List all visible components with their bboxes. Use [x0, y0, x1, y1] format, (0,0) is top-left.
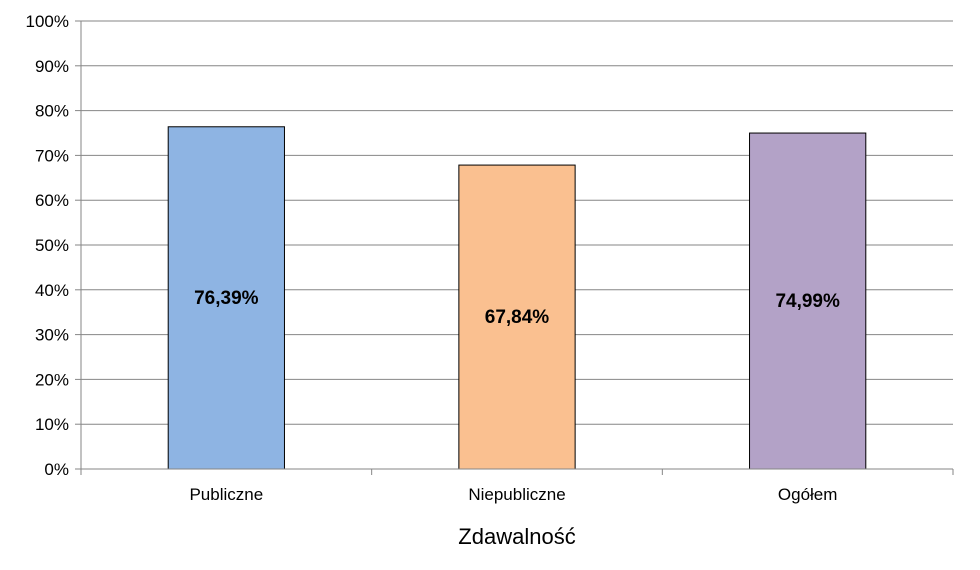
- bar: [458, 164, 576, 470]
- x-axis-title: Zdawalność: [458, 524, 575, 549]
- y-tick-label: 40%: [35, 281, 69, 300]
- bars: [167, 126, 867, 470]
- y-tick-label: 30%: [35, 326, 69, 345]
- y-tick-label: 0%: [44, 460, 69, 479]
- bar-value-label: 74,99%: [775, 291, 840, 312]
- x-category-label: Publiczne: [189, 485, 263, 504]
- bar-value-label: 67,84%: [485, 307, 550, 328]
- data-labels: 76,39% 67,84% 74,99%: [194, 288, 840, 328]
- y-tick-label: 70%: [35, 146, 69, 165]
- y-tick-label: 90%: [35, 57, 69, 76]
- y-tick-label: 50%: [35, 236, 69, 255]
- bar: [749, 132, 867, 470]
- x-category-label: Ogółem: [778, 485, 838, 504]
- y-tick-label: 20%: [35, 370, 69, 389]
- y-tick-label: 10%: [35, 415, 69, 434]
- bar: [167, 126, 285, 470]
- y-axis-ticks: 0% 10% 20% 30% 40% 50% 60% 70% 80% 90% 100%: [26, 12, 81, 479]
- bar-value-label: 76,39%: [194, 288, 259, 309]
- y-tick-label: 80%: [35, 102, 69, 121]
- x-category-label: Niepubliczne: [468, 485, 565, 504]
- y-tick-label: 60%: [35, 191, 69, 210]
- axes: [80, 21, 954, 475]
- y-tick-label: 100%: [26, 12, 69, 31]
- x-axis-categories: Publiczne Niepubliczne Ogółem: [189, 485, 837, 504]
